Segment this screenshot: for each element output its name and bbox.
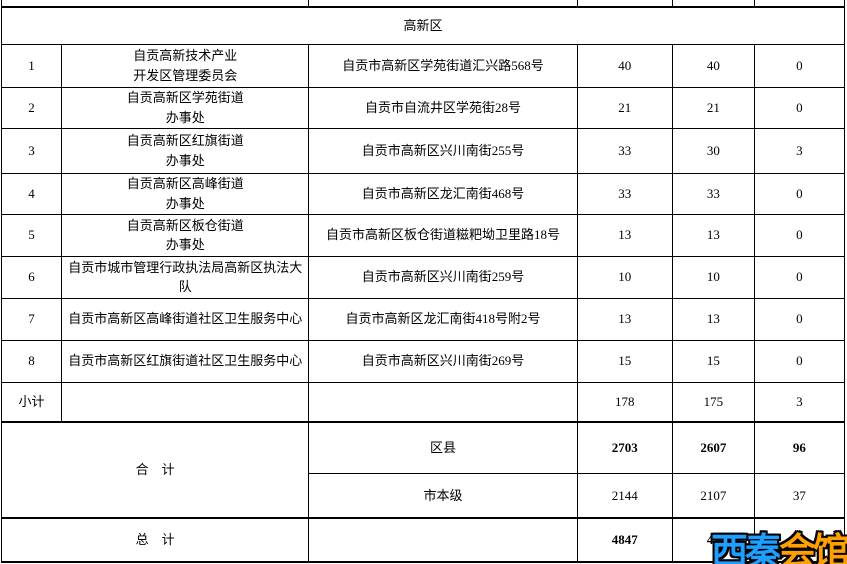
- table-row: 7 自贡市高新区高峰街道社区卫生服务中心 自贡市高新区龙汇南街418号附2号 1…: [0, 297, 846, 341]
- table-row: 1 自贡高新技术产业 开发区管理委员会 自贡市高新区学苑街道汇兴路568号 40…: [0, 43, 846, 88]
- value-cell: 33: [671, 172, 755, 215]
- value-cell: 13: [576, 297, 673, 341]
- table-row: 4 自贡高新区高峰街道 办事处 自贡市高新区龙汇南街468号 33 33 0: [0, 172, 846, 215]
- summary-row-quxian: 合 计 区县 2703 2607 96: [0, 421, 846, 519]
- value-cell: 2107: [671, 472, 755, 519]
- table-row: 5 自贡高新区板仓街道 办事处 自贡市高新区板仓街道糍粑坳卫里路18号 13 1…: [0, 213, 846, 257]
- table-row-cutoff: [0, 0, 846, 8]
- org-address: 自贡市高新区龙汇南街418号附2号: [308, 297, 578, 341]
- row-number: 7: [0, 297, 63, 341]
- row-number: 5: [0, 213, 63, 257]
- table-row: 6 自贡市城市管理行政执法局高新区执法大队 自贡市高新区兴川南街259号 10 …: [0, 255, 846, 299]
- scope-label: 区县: [308, 421, 578, 474]
- org-name: 自贡市城市管理行政执法局高新区执法大队: [61, 255, 310, 299]
- value-cell: 15: [671, 339, 755, 383]
- grand-total-label: 总 计: [0, 517, 310, 563]
- subtotal-row: 小计 178 175 3: [0, 381, 846, 423]
- value-cell: 13: [671, 213, 755, 257]
- value-cell: 40: [671, 43, 755, 88]
- cutoff-cell: [576, 0, 673, 8]
- value-cell: 33: [576, 127, 673, 174]
- row-number: 1: [0, 43, 63, 88]
- org-name: 自贡市高新区红旗街道社区卫生服务中心: [61, 339, 310, 383]
- empty-cell: [308, 517, 578, 563]
- org-address: 自贡市高新区兴川南街269号: [308, 339, 578, 383]
- value-cell: 30: [671, 127, 755, 174]
- value-cell: 0: [753, 213, 846, 257]
- value-cell: 0: [753, 255, 846, 299]
- cutoff-cell: [753, 0, 846, 8]
- value-cell: 2703: [576, 421, 673, 474]
- value-cell: 21: [671, 86, 755, 129]
- value-cell: 40: [576, 43, 673, 88]
- table-row: 8 自贡市高新区红旗街道社区卫生服务中心 自贡市高新区兴川南街269号 15 1…: [0, 339, 846, 383]
- summary-row-shibenji: 市本级 2144 2107 37: [2, 472, 846, 519]
- grand-total-row: 总 计 4847 47: [0, 517, 846, 563]
- value-cell: 10: [671, 255, 755, 299]
- org-address: 自贡市高新区兴川南街255号: [308, 127, 578, 174]
- value-cell-covered: [753, 517, 846, 563]
- row-number: 4: [0, 172, 63, 215]
- empty-cell: [61, 381, 310, 423]
- value-cell: 0: [753, 43, 846, 88]
- org-name: 自贡高新区板仓街道 办事处: [61, 213, 310, 257]
- value-cell: 0: [753, 172, 846, 215]
- org-address: 自贡市高新区学苑街道汇兴路568号: [308, 43, 578, 88]
- value-cell: 2144: [576, 472, 673, 519]
- cutoff-cell: [0, 0, 310, 8]
- org-name: 自贡高新区学苑街道 办事处: [61, 86, 310, 129]
- value-cell: 0: [753, 339, 846, 383]
- watermark-blue-text: 西秦: [711, 531, 782, 564]
- value-cell: 96: [753, 421, 846, 474]
- row-number: 6: [0, 255, 63, 299]
- value-cell: 37: [753, 472, 846, 519]
- scope-label: 市本级: [308, 472, 578, 519]
- value-cell: 33: [576, 172, 673, 215]
- value-cell: 3: [753, 381, 846, 423]
- value-cell: 10: [576, 255, 673, 299]
- watermark: 西秦会馆: [711, 521, 847, 564]
- table-row: 3 自贡高新区红旗街道 办事处 自贡市高新区兴川南街255号 33 30 3: [0, 127, 846, 174]
- district-header: 高新区: [1, 6, 845, 45]
- value-cell: 13: [576, 213, 673, 257]
- row-number: 2: [0, 86, 63, 129]
- watermark-orange-text: 会馆: [779, 531, 847, 564]
- org-name: 自贡高新区红旗街道 办事处: [61, 127, 310, 174]
- value-cell: 178: [576, 381, 673, 423]
- org-address: 自贡市高新区板仓街道糍粑坳卫里路18号: [308, 213, 578, 257]
- org-name: 自贡市高新区高峰街道社区卫生服务中心: [61, 297, 310, 341]
- subtotal-label: 小计: [0, 381, 63, 423]
- value-cell: 0: [753, 86, 846, 129]
- org-address: 自贡市高新区龙汇南街468号: [308, 172, 578, 215]
- value-cell: 15: [576, 339, 673, 383]
- org-address: 自贡市自流井区学苑街28号: [308, 86, 578, 129]
- row-number: 3: [0, 127, 63, 174]
- value-cell: 2607: [671, 421, 755, 474]
- value-cell: 13: [671, 297, 755, 341]
- summary-label: 合 计: [0, 421, 310, 519]
- value-cell: 21: [576, 86, 673, 129]
- cutoff-cell: [671, 0, 755, 8]
- table-row: 2 自贡高新区学苑街道 办事处 自贡市自流井区学苑街28号 21 21 0: [0, 86, 846, 129]
- value-cell: 0: [753, 297, 846, 341]
- row-number: 8: [0, 339, 63, 383]
- empty-cell: [308, 381, 578, 423]
- cutoff-cell: [308, 0, 578, 8]
- org-address: 自贡市高新区兴川南街259号: [308, 255, 578, 299]
- org-name: 自贡高新区高峰街道 办事处: [61, 172, 310, 215]
- district-header-row: 高新区: [1, 6, 845, 45]
- value-cell: 175: [671, 381, 755, 423]
- org-name: 自贡高新技术产业 开发区管理委员会: [61, 43, 310, 88]
- value-cell: 4847: [576, 517, 673, 563]
- value-cell: 3: [753, 127, 846, 174]
